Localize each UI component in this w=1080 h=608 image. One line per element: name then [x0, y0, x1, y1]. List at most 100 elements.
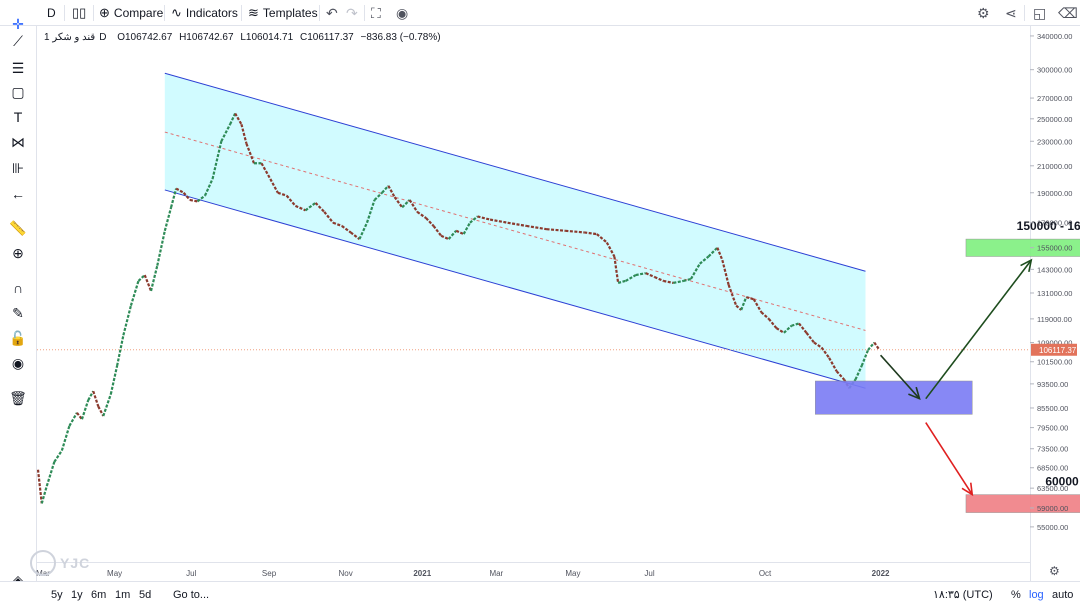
axis-settings-icon[interactable]: ⚙ [1049, 564, 1060, 578]
price-zone[interactable] [965, 494, 1080, 513]
candle-segment [401, 199, 411, 209]
candles-icon: ▯▯ [72, 5, 87, 20]
timezone-label[interactable]: ۱۸:۳۵ (UTC) [933, 589, 993, 601]
hide-button[interactable]: ◉ [396, 0, 408, 26]
candle-segment [584, 231, 597, 236]
symbol-name: قند و شکر [52, 32, 96, 43]
candle-segment [526, 224, 547, 231]
range-button-1m[interactable]: 1m [115, 589, 131, 601]
candle-segment [53, 449, 63, 463]
x-tick-label: 2021 [413, 569, 431, 578]
auto-toggle[interactable]: auto [1052, 589, 1074, 601]
candle-segment [798, 322, 808, 334]
templates-button[interactable]: ≋ Templates [248, 0, 318, 26]
projection-arrow[interactable] [925, 259, 1032, 400]
candle-segment [740, 296, 748, 311]
candle-segment [314, 202, 326, 213]
candle-segment [425, 217, 435, 227]
candle-segment [182, 192, 191, 201]
candle-segment [760, 311, 770, 320]
candle-segment [654, 276, 664, 282]
candle-segment [102, 393, 112, 417]
fullscreen-button[interactable]: ⛶ [371, 0, 381, 26]
candle-segment [860, 349, 870, 367]
candle-segment [469, 215, 479, 224]
channel-lower-line[interactable] [164, 189, 866, 389]
interval-button[interactable]: D [47, 0, 56, 26]
candle-segment [245, 143, 256, 164]
range-button-6m[interactable]: 6m [91, 589, 107, 601]
prediction-tool[interactable]: ⊪ [8, 158, 28, 178]
candle-segment [304, 202, 317, 212]
back-tool[interactable]: ← [8, 184, 28, 204]
candle-segment [489, 218, 508, 224]
toolbar-divider [1024, 5, 1025, 21]
x-tick-label: Sep [262, 569, 277, 578]
candle-segment [835, 370, 845, 381]
stay-drawing-tool[interactable]: ✎ [8, 303, 28, 323]
fib-tool[interactable]: ☰ [8, 58, 28, 78]
goto-button[interactable]: Go to... [173, 589, 210, 601]
candle-segment [129, 280, 140, 306]
y-tick-label: 210000.00 [1037, 162, 1072, 171]
snapshot-button[interactable]: ◱ [1033, 0, 1046, 26]
trash-icon: ⌫ [1058, 5, 1078, 21]
snapshot-icon: ◱ [1033, 5, 1047, 21]
time-axis[interactable]: Mar May Jul Sep Nov 2021 Mar May Jul Oct 2022 [36, 569, 890, 578]
trash-button[interactable]: ⌫ [1058, 0, 1078, 26]
arrow-left-icon: ← [11, 186, 25, 202]
layers-tool[interactable]: ◈ [8, 570, 28, 590]
candle-segment [220, 123, 232, 142]
pattern-tool[interactable]: ⋈ [8, 132, 28, 152]
candle-segment [813, 341, 823, 349]
zoom-tool[interactable]: ⊕ [8, 243, 28, 263]
compare-label: Compare [113, 6, 164, 20]
compare-button[interactable]: ⊕ Compare [99, 0, 163, 26]
projection-arrow[interactable] [879, 354, 921, 400]
indicators-button[interactable]: ∿ Indicators [171, 0, 238, 26]
undo-button[interactable]: ↶ [326, 0, 338, 26]
measure-tool[interactable]: 📏 [8, 218, 28, 238]
indicators-icon: ∿ [171, 5, 182, 20]
text-tool[interactable]: T [8, 107, 28, 127]
log-toggle[interactable]: log [1029, 589, 1044, 601]
y-tick-label: 143000.00 [1037, 265, 1072, 274]
candle-segment [137, 274, 146, 282]
range-button-5d[interactable]: 5d [139, 589, 152, 601]
percent-toggle[interactable]: % [1011, 589, 1021, 601]
magnet-tool[interactable]: ∩ [8, 278, 28, 298]
candle-segment [447, 230, 457, 240]
remove-tool[interactable]: 🗑 [8, 388, 28, 408]
shape-tool[interactable]: ▢ [8, 82, 28, 102]
x-tick-label: 2022 [872, 569, 890, 578]
x-tick-label: Nov [339, 569, 353, 578]
arrow-head [1020, 258, 1033, 273]
y-tick-label: 340000.00 [1037, 32, 1072, 41]
lock-tool[interactable]: 🔓 [8, 328, 28, 348]
arrow-head [908, 386, 921, 401]
projection-arrow[interactable] [925, 422, 973, 496]
price-zone[interactable] [815, 380, 973, 415]
toolbar-divider [241, 5, 242, 21]
candle-segment [462, 222, 471, 235]
y-tick-label: 79500.00 [1037, 424, 1068, 433]
y-tick-label: 119000.00 [1037, 315, 1072, 324]
share-button[interactable]: ⋖ [1005, 0, 1017, 26]
redo-icon: ↷ [346, 5, 358, 21]
chart-style-button[interactable]: ▯▯ [72, 0, 86, 26]
channel-upper-line[interactable] [164, 72, 866, 272]
range-button-5y[interactable]: 5y [51, 589, 63, 601]
candle-segment [455, 229, 465, 236]
redo-button[interactable]: ↷ [346, 0, 358, 26]
visibility-tool[interactable]: ◉ [8, 353, 28, 373]
range-button-1y[interactable]: 1y [71, 589, 83, 601]
crosshair-icon: ✛ [12, 16, 24, 32]
settings-button[interactable]: ⚙ [977, 0, 990, 26]
trendline-tool[interactable]: ⟋ [8, 31, 28, 51]
crosshair-tool[interactable]: ✛ [8, 14, 28, 34]
candle-segment [767, 318, 778, 329]
x-tick-label: Mar [489, 569, 503, 578]
price-axis[interactable]: 340000.00 300000.00 270000.00 250000.00 2300… [1030, 32, 1072, 532]
price-zone[interactable] [965, 238, 1080, 257]
